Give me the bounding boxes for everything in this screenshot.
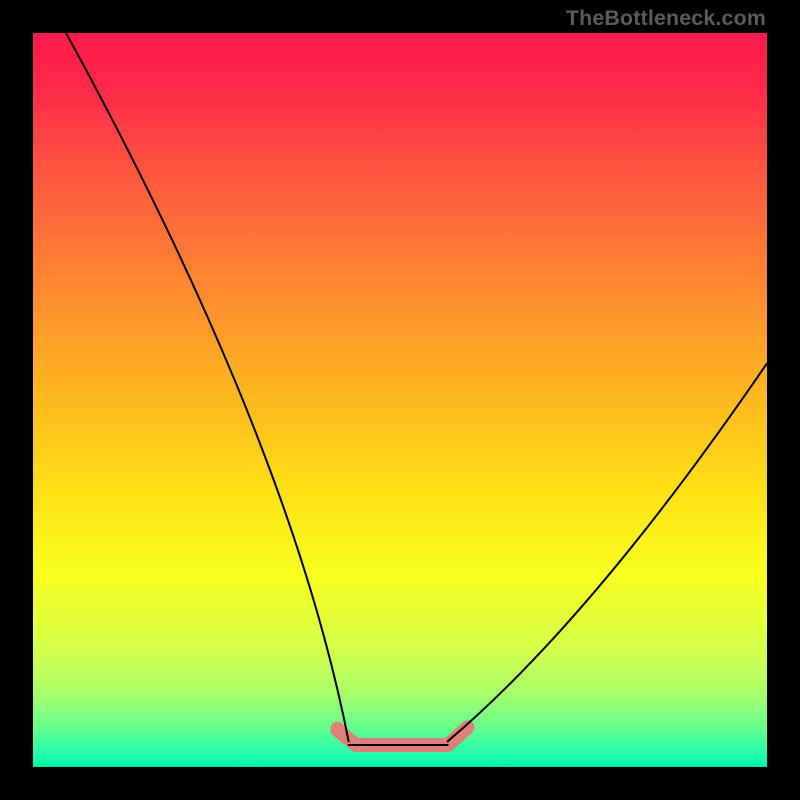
watermark-text: TheBottleneck.com xyxy=(566,6,766,31)
plot-background xyxy=(33,33,767,767)
